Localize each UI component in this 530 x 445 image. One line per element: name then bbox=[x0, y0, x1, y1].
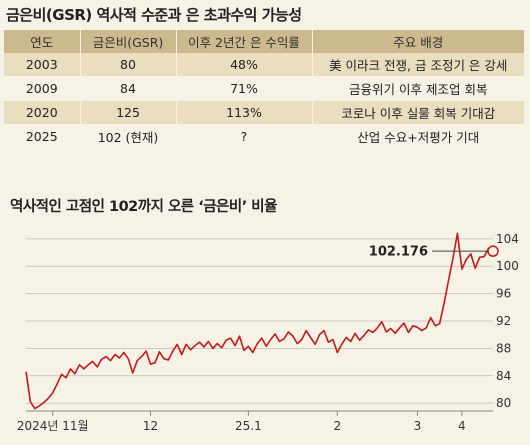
x-tick-label: 12 bbox=[143, 419, 158, 433]
table-row: 2009 84 71% 금융위기 이후 제조업 회복 bbox=[4, 76, 524, 101]
table-row: 2020 125 113% 코로나 이후 실물 회복 기대감 bbox=[4, 100, 524, 125]
cell-background: 美 이라크 전쟁, 금 조정기 은 강세 bbox=[312, 53, 524, 77]
cell-background: 산업 수요+저평가 기대 bbox=[312, 124, 524, 149]
cell-gsr: 84 bbox=[80, 76, 177, 101]
cell-gsr: 80 bbox=[80, 53, 177, 77]
y-tick-label: 96 bbox=[496, 287, 511, 301]
col-header-gsr: 금은비(GSR) bbox=[80, 30, 177, 53]
last-value-marker bbox=[487, 245, 499, 257]
x-tick-label: 2024년 11월 bbox=[17, 419, 89, 433]
page-title: 금은비(GSR) 역사적 수준과 은 초과수익 가능성 bbox=[6, 6, 302, 24]
gsr-series-line bbox=[25, 232, 494, 410]
cell-background: 금융위기 이후 제조업 회복 bbox=[312, 76, 524, 101]
cell-year: 2009 bbox=[4, 76, 81, 101]
cell-gsr: 102 (현재) bbox=[80, 124, 177, 149]
cell-return: 71% bbox=[176, 76, 313, 101]
cell-year: 2020 bbox=[4, 100, 81, 125]
cell-year: 2003 bbox=[4, 53, 81, 77]
y-tick-label: 88 bbox=[496, 341, 511, 355]
cell-return: 48% bbox=[176, 53, 313, 77]
col-header-background: 주요 배경 bbox=[312, 30, 524, 53]
y-tick-label: 104 bbox=[496, 232, 519, 246]
cell-return: 113% bbox=[176, 100, 313, 125]
last-value-label: 102.176 bbox=[369, 245, 428, 260]
y-tick-label: 80 bbox=[496, 396, 511, 410]
cell-background: 코로나 이후 실물 회복 기대감 bbox=[312, 100, 524, 125]
y-tick-label: 100 bbox=[496, 259, 519, 273]
x-tick-label: 25.1 bbox=[235, 419, 262, 433]
cell-year: 2025 bbox=[4, 124, 81, 149]
col-header-year: 연도 bbox=[4, 30, 81, 53]
y-tick-label: 92 bbox=[496, 314, 511, 328]
chart-title: 역사적인 고점인 102까지 오른 ‘금은비’ 비율 bbox=[10, 199, 277, 215]
table-header-row: 연도 금은비(GSR) 이후 2년간 은 수익률 주요 배경 bbox=[4, 30, 524, 53]
x-tick-label: 4 bbox=[458, 419, 466, 433]
y-tick-label: 84 bbox=[496, 369, 511, 383]
x-tick-label: 3 bbox=[414, 419, 422, 433]
table-row: 2025 102 (현재) ? 산업 수요+저평가 기대 bbox=[4, 124, 524, 149]
cell-gsr: 125 bbox=[80, 100, 177, 125]
x-tick-label: 2 bbox=[334, 419, 342, 433]
col-header-silver-return: 이후 2년간 은 수익률 bbox=[176, 30, 313, 53]
gsr-history-table: 연도 금은비(GSR) 이후 2년간 은 수익률 주요 배경 2003 80 4… bbox=[4, 30, 524, 149]
table-row: 2003 80 48% 美 이라크 전쟁, 금 조정기 은 강세 bbox=[4, 53, 524, 77]
cell-return: ? bbox=[176, 124, 313, 149]
